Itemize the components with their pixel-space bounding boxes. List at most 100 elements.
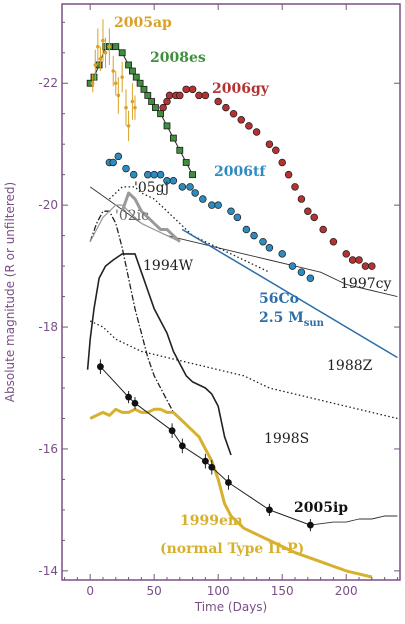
data-point-2006tf (129, 170, 138, 179)
data-point-2006gy (278, 158, 286, 167)
label-1994W: 1994W (143, 258, 194, 274)
data-point-2006tf (186, 183, 194, 191)
data-point-2006gy (165, 91, 174, 100)
data-point-2008es (152, 104, 159, 112)
data-point-2006tf (199, 195, 207, 203)
data-point-2006gy (188, 85, 197, 94)
label-2008es: 2008es (150, 50, 206, 66)
data-point-2006gy (361, 262, 370, 270)
data-point-2008es (140, 85, 148, 93)
ticks-layer: 0 50 100 150 200 -22 -20 -18 -16 -14 (38, 4, 400, 598)
data-point-2006gy (297, 195, 306, 203)
data-point-2005ap (126, 124, 131, 128)
label-1999em: 1999em (180, 513, 243, 529)
label-05gj: '05gj (134, 180, 169, 196)
x-tick-label: 100 (207, 584, 230, 598)
data-point-2006gy (252, 128, 261, 136)
x-tick-label: 0 (86, 584, 94, 598)
series-line-1999em (89, 407, 373, 579)
data-point-2006gy (291, 183, 299, 191)
label-56co-mass: 2.5 M (259, 310, 304, 326)
data-point-2006gy (265, 140, 274, 148)
data-point-2006tf (233, 213, 242, 222)
data-point-2006tf (242, 225, 251, 234)
data-point-2008es (189, 171, 196, 179)
data-point-2008es (136, 79, 144, 87)
data-point-2005ap (130, 99, 135, 104)
series-line-1988z (89, 320, 398, 420)
series-line-2005iptail (310, 515, 398, 526)
data-point-2006tf (214, 201, 222, 209)
data-point-2005ap (103, 50, 108, 55)
x-tick-label: 50 (147, 584, 162, 598)
data-point-2008es (163, 122, 171, 130)
data-point-2005ap (90, 81, 95, 86)
data-point-2008es (169, 134, 177, 142)
y-tick-label: -20 (38, 198, 58, 212)
data-point-2005ap (93, 63, 98, 67)
series-line-2005ip (100, 366, 311, 526)
data-point-2008es (182, 159, 190, 166)
y-tick-label: -16 (38, 442, 58, 456)
data-point-2008es (112, 43, 120, 51)
y-axis-label: Absolute magnitude (R or unfiltered) (3, 182, 17, 402)
data-point-2005ip (306, 521, 314, 529)
y-tick-label: -14 (38, 564, 58, 578)
data-point-2006gy (237, 116, 245, 124)
data-point-2006tf (114, 152, 123, 161)
series-line-56co (181, 228, 398, 359)
data-point-2006tf (288, 262, 297, 270)
data-point-2008es (157, 110, 164, 118)
x-axis-label: Time (Days) (194, 600, 268, 614)
data-point-2005ap (101, 38, 105, 43)
data-point-2005ap (113, 81, 118, 86)
data-point-2005ap (111, 69, 116, 73)
data-point-2006tf (306, 274, 315, 283)
data-point-2006tf (208, 201, 216, 209)
data-point-2006gy (201, 91, 210, 100)
data-point-2006gy (329, 237, 338, 246)
data-point-2006gy (176, 91, 184, 100)
label-02ic: '02ic (115, 208, 149, 224)
data-point-2005ap (124, 105, 128, 110)
data-point-2006gy (222, 103, 230, 112)
data-point-2005ip (225, 479, 232, 486)
data-point-2008es (148, 98, 156, 105)
data-point-2006tf (169, 177, 178, 185)
label-2005ip: 2005ip (294, 500, 348, 516)
data-point-2006tf (122, 164, 130, 173)
data-point-2005ip (131, 399, 139, 407)
data-point-2006tf (178, 183, 187, 191)
data-point-2006tf (191, 189, 199, 197)
data-point-2006gy (310, 213, 318, 222)
data-point-2006gy (195, 91, 203, 100)
data-point-2006tf (150, 170, 158, 179)
series-line-1998s (89, 210, 200, 438)
data-point-2006tf (250, 231, 258, 240)
data-point-2006gy (284, 170, 293, 179)
data-point-2005ap (116, 93, 121, 98)
data-point-2005ip (178, 442, 186, 450)
label-1998S: 1998S (264, 431, 309, 447)
data-point-2006gy (245, 122, 253, 130)
data-point-2008es (118, 49, 126, 57)
data-point-2006gy (319, 225, 327, 234)
data-point-2006tf (297, 268, 306, 276)
data-point-2006gy (355, 256, 363, 264)
label-56co: 56Co 2.5 Msun (259, 291, 325, 329)
y-tick-label: -18 (38, 320, 58, 334)
data-point-2006gy (159, 103, 167, 112)
data-point-2005ap (98, 57, 103, 61)
data-point-2006gy (214, 97, 222, 106)
data-layer (86, 19, 398, 579)
data-point-2005ap (120, 75, 124, 79)
label-2006tf: 2006tf (214, 164, 266, 180)
data-point-2006tf (156, 170, 165, 179)
data-point-2005ip (125, 393, 132, 401)
label-56co-sun: sun (304, 318, 325, 329)
data-point-2005ap (107, 44, 112, 49)
x-tick-label: 200 (335, 584, 358, 598)
data-point-2006gy (229, 109, 238, 118)
data-point-2006gy (182, 85, 190, 94)
data-point-2008es (129, 67, 136, 75)
